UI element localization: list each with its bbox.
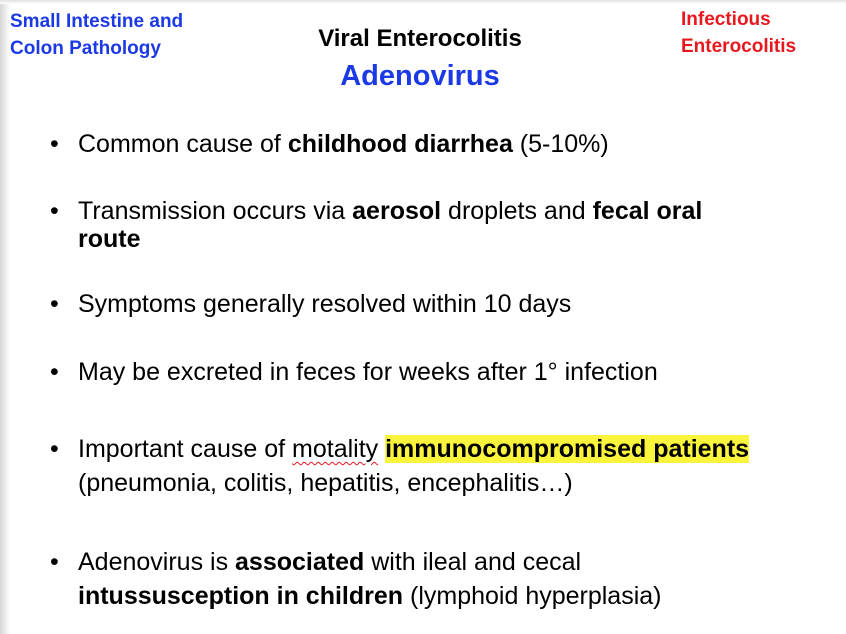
bullet-text-bold: intussusception in children	[78, 582, 404, 610]
bullet-text-part: Transmission occurs via	[78, 197, 353, 225]
bullet-text-part: Common cause of	[78, 130, 288, 158]
section-label-right: Infectious Enterocolitis	[681, 6, 796, 60]
section-label-right-line2: Enterocolitis	[681, 36, 797, 57]
section-label-left-line2: Colon Pathology	[10, 38, 161, 59]
bullet-text: Transmission occurs via aerosol droplets…	[78, 197, 846, 253]
bullet-text: Symptoms generally resolved within 10 da…	[78, 290, 846, 318]
bullet-text: May be excreted in feces for weeks after…	[78, 358, 846, 386]
section-label-left: Small Intestine and Colon Pathology	[10, 8, 183, 62]
section-label-left-line1: Small Intestine and	[10, 11, 184, 32]
bullet-text-part: (pneumonia, colitis, hepatitis, encephal…	[78, 469, 573, 497]
bullet-text-bold: childhood diarrhea	[287, 130, 513, 158]
bullet-marker: •	[50, 130, 59, 158]
slide-left-edge-shadow	[0, 0, 10, 634]
slide-title: Viral Enterocolitis	[318, 25, 522, 52]
bullet-text-bold: associated	[235, 548, 365, 576]
bullet-text-part: droplets and	[441, 197, 593, 225]
section-label-right-line1: Infectious	[681, 9, 771, 30]
bullet-text-part: Important cause of	[78, 435, 293, 463]
bullet-marker: •	[50, 197, 59, 225]
bullet-text-part: with ileal and cecal	[364, 548, 582, 576]
bullet-text-bold: fecal oral	[592, 197, 703, 225]
slide-subtitle: Adenovirus	[340, 60, 500, 92]
bullet-text-part: Symptoms generally resolved within 10 da…	[78, 290, 572, 318]
bullet-text-part: (lymphoid hyperplasia)	[403, 582, 662, 610]
misspelled-word: motality	[292, 435, 379, 463]
bullet-text: Adenovirus is associated with ileal and …	[78, 545, 846, 613]
highlighted-text: immunocompromised patients	[385, 435, 750, 463]
bullet-text: Common cause of childhood diarrhea (5-10…	[78, 130, 846, 158]
bullet-text-part: May be excreted in feces for weeks after…	[78, 358, 658, 386]
bullet-text: Important cause of motality immunocompro…	[78, 432, 846, 500]
bullet-marker: •	[50, 290, 59, 318]
bullet-marker: •	[50, 435, 59, 463]
bullet-text-part: Adenovirus is	[78, 548, 236, 576]
bullet-marker: •	[50, 548, 59, 576]
bullet-marker: •	[50, 358, 59, 386]
bullet-text-part: (5-10%)	[512, 130, 609, 158]
slide-top-edge-shadow	[0, 0, 846, 4]
bullet-text-bold: aerosol	[352, 197, 442, 225]
bullet-text-bold: route	[78, 225, 141, 253]
